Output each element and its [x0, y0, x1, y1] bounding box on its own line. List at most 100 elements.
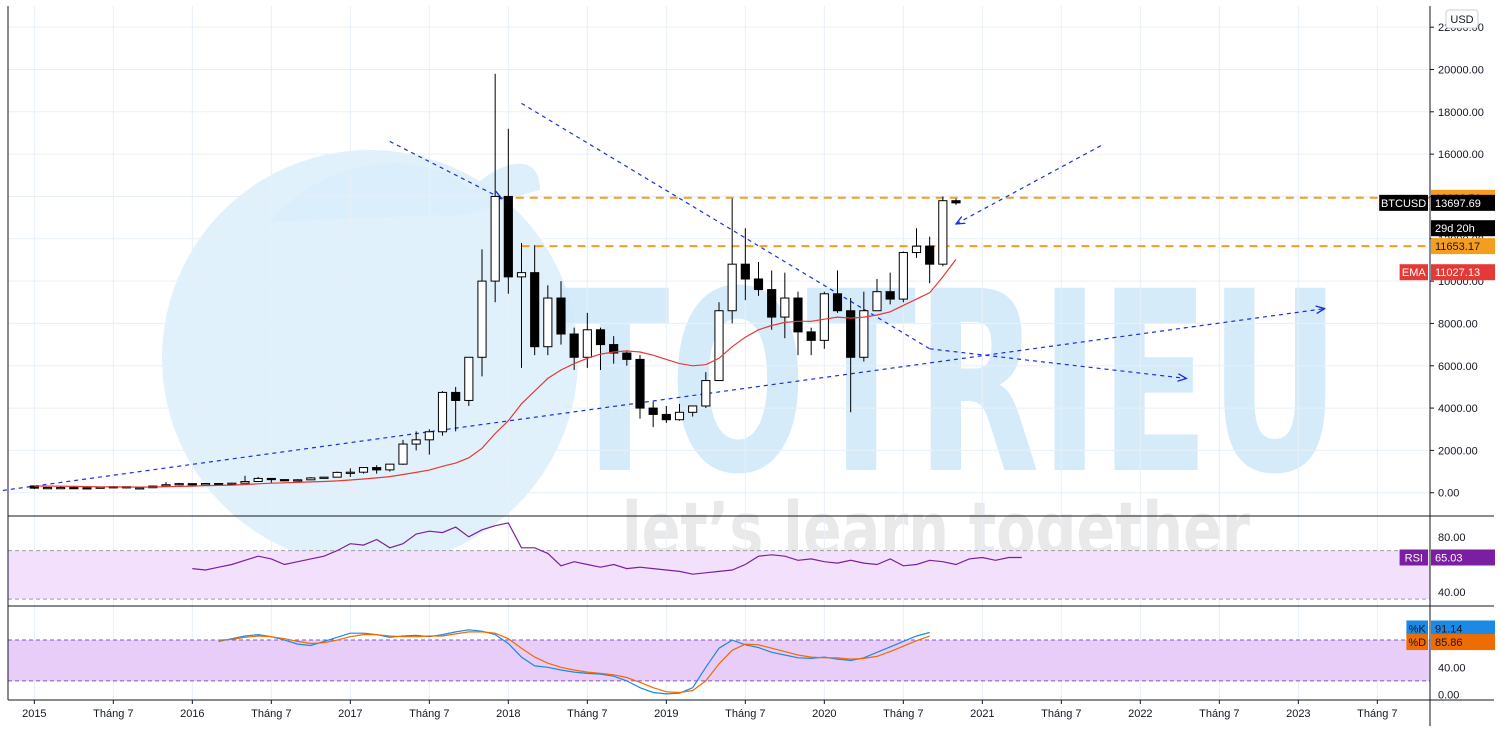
- stoch-tag-%D[interactable]: %D 85.86: [1406, 634, 1495, 651]
- candle[interactable]: [358, 467, 369, 474]
- candle[interactable]: [767, 270, 777, 330]
- candle[interactable]: [516, 243, 527, 368]
- candle[interactable]: [859, 291, 869, 362]
- candle[interactable]: [885, 272, 895, 305]
- candle[interactable]: [622, 350, 632, 366]
- price-tag-2[interactable]: EMA 11027.13: [1399, 264, 1495, 281]
- ema-line[interactable]: [34, 259, 957, 488]
- candle[interactable]: [69, 487, 79, 490]
- candle[interactable]: [609, 336, 619, 364]
- candle[interactable]: [556, 281, 566, 345]
- candle-body: [279, 479, 290, 482]
- candle-body: [503, 195, 513, 278]
- candle[interactable]: [714, 302, 724, 382]
- candle-body: [793, 297, 803, 333]
- level-tag-1-value-bg: [1431, 238, 1495, 255]
- stoch-line-%D[interactable]: [218, 631, 930, 694]
- candle-body: [911, 245, 922, 254]
- candle[interactable]: [174, 482, 184, 486]
- candle[interactable]: [846, 298, 856, 413]
- candle[interactable]: [569, 327, 579, 370]
- candle-body: [227, 482, 237, 485]
- candle[interactable]: [437, 391, 448, 436]
- candle[interactable]: [727, 198, 737, 324]
- x-tick-label: Tháng 7: [409, 708, 449, 720]
- price-tag-1[interactable]: 29d 20h: [1431, 220, 1495, 237]
- candle[interactable]: [161, 482, 171, 487]
- rsi-line[interactable]: [192, 522, 1022, 575]
- candle[interactable]: [187, 483, 197, 486]
- candle[interactable]: [595, 327, 606, 370]
- currency-badge-label: USD: [1450, 14, 1473, 26]
- candle[interactable]: [898, 251, 908, 303]
- candle[interactable]: [806, 327, 816, 356]
- candle[interactable]: [385, 463, 395, 472]
- candle[interactable]: [464, 356, 474, 406]
- candle[interactable]: [819, 291, 829, 349]
- candle[interactable]: [372, 465, 382, 474]
- watermark: TOTRIEU let’s learn together: [162, 150, 1340, 574]
- candle[interactable]: [306, 477, 316, 481]
- candle[interactable]: [214, 483, 224, 486]
- rsi-pane[interactable]: 40.00 80.00 RSI 65.03: [8, 522, 1495, 600]
- stoch-line-%K[interactable]: [218, 629, 930, 695]
- y-tick-label: 6000.00: [1438, 361, 1478, 373]
- candle[interactable]: [319, 476, 329, 479]
- candle[interactable]: [477, 249, 487, 377]
- candle[interactable]: [279, 479, 290, 482]
- trendline-3[interactable]: [389, 140, 502, 198]
- stoch-tag-%D-value: 85.86: [1435, 637, 1463, 649]
- candle[interactable]: [674, 403, 685, 421]
- candle[interactable]: [661, 405, 671, 423]
- candle-body: [635, 358, 645, 409]
- candle[interactable]: [253, 476, 263, 483]
- candle[interactable]: [530, 245, 540, 356]
- candle[interactable]: [332, 471, 342, 478]
- price-tag-0[interactable]: BTCUSD 13697.69: [1379, 194, 1495, 211]
- x-tick-label: Tháng 7: [1199, 708, 1239, 720]
- candle[interactable]: [411, 431, 421, 451]
- rsi-tag[interactable]: RSI 65.03: [1399, 549, 1495, 566]
- y-tick-label: 20000.00: [1438, 64, 1484, 76]
- candles: [29, 73, 961, 490]
- candle[interactable]: [925, 236, 935, 284]
- candle[interactable]: [951, 198, 961, 205]
- candle[interactable]: [451, 386, 461, 432]
- trendline-2[interactable]: [929, 348, 1187, 379]
- trendline-4[interactable]: [956, 145, 1102, 224]
- candle[interactable]: [911, 228, 922, 258]
- candle[interactable]: [793, 291, 803, 356]
- candle[interactable]: [872, 278, 882, 312]
- candle[interactable]: [635, 355, 645, 419]
- candle[interactable]: [424, 429, 434, 455]
- candle[interactable]: [938, 196, 948, 267]
- candle[interactable]: [227, 482, 237, 485]
- candle[interactable]: [293, 479, 303, 482]
- candle[interactable]: [490, 73, 500, 303]
- candle[interactable]: [753, 262, 764, 296]
- x-tick-label: 2023: [1286, 708, 1310, 720]
- candle[interactable]: [701, 372, 711, 409]
- candle[interactable]: [832, 270, 843, 313]
- currency-badge[interactable]: USD: [1445, 9, 1479, 29]
- level-tag-1[interactable]: 11653.17: [1431, 238, 1495, 255]
- candle[interactable]: [42, 487, 53, 490]
- candle[interactable]: [543, 285, 553, 356]
- candle[interactable]: [648, 401, 658, 428]
- x-tick-label: 2020: [812, 708, 836, 720]
- candle[interactable]: [266, 477, 276, 483]
- time-axis[interactable]: 2015 Tháng 7 2016 Tháng 7 2017 Tháng 7 2018 Thá…: [22, 700, 1398, 720]
- candle[interactable]: [503, 128, 513, 294]
- candle[interactable]: [780, 272, 790, 339]
- rsi-tick-label: 40.00: [1438, 587, 1466, 599]
- candle[interactable]: [82, 487, 92, 490]
- candle[interactable]: [240, 475, 250, 484]
- candle[interactable]: [740, 228, 750, 301]
- stoch-tag-%K[interactable]: %K 91.14: [1406, 620, 1495, 637]
- candle[interactable]: [200, 483, 211, 486]
- candle[interactable]: [398, 439, 408, 465]
- candle[interactable]: [688, 405, 698, 417]
- candle[interactable]: [345, 468, 355, 477]
